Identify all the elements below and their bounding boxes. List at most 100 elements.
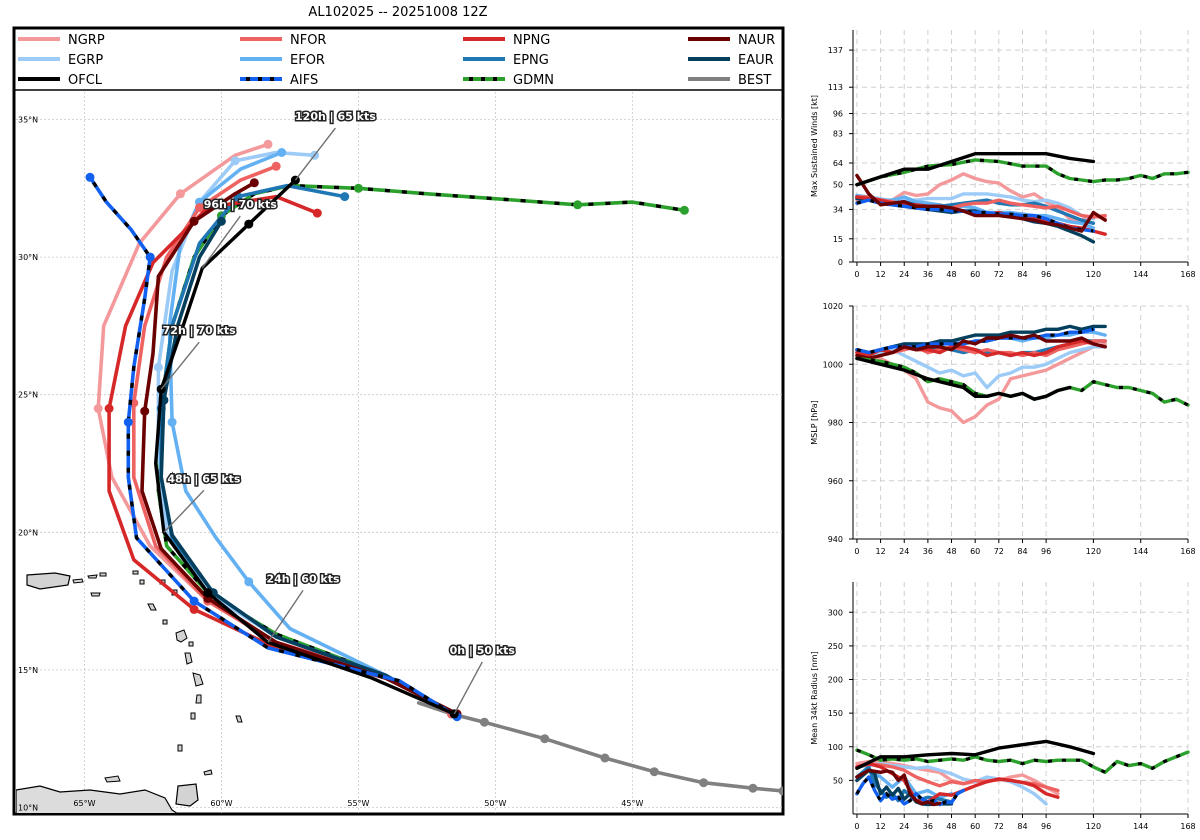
callout-ofcl-120h: 120h | 65 kts	[294, 109, 378, 181]
legend-entry-efor: EFOR	[240, 53, 325, 68]
track-point-best	[479, 717, 489, 727]
x-tick-label: 24	[899, 270, 909, 279]
legend-label-gdmn: GDMN	[513, 73, 554, 88]
track-point-efor	[277, 148, 287, 157]
legend-label-epng: EPNG	[513, 53, 549, 68]
series-eaur	[855, 768, 954, 807]
track-point-best	[600, 753, 610, 763]
pressure-panel: 0 12 24 36 48 60 72 84 96 120 144 168 940 960 980 1000 1…	[810, 302, 1196, 556]
track-point-efor	[244, 577, 254, 587]
track-point-nfor	[271, 161, 281, 171]
y-tick-label: 50	[833, 181, 843, 190]
legend-label-eaur: EAUR	[738, 53, 774, 68]
x-tick-label: 144	[1133, 822, 1148, 831]
x-tick-label: 12	[875, 547, 885, 556]
lon-tick-label: 65°W	[73, 799, 95, 808]
y-tick-label: 50	[833, 776, 843, 785]
lon-tick-label: 60°W	[210, 799, 232, 808]
y-tick-label: 34	[833, 205, 843, 214]
x-tick-label: 48	[946, 547, 956, 556]
series-dash-aifs	[856, 198, 1094, 233]
track-point-gdmn	[573, 200, 583, 210]
lat-tick-label: 30°N	[18, 253, 38, 262]
y-tick-label: 150	[828, 709, 843, 718]
island-st-martin	[139, 579, 145, 585]
track-point-npng	[189, 604, 199, 614]
legend-entry-ngrp: NGRP	[18, 33, 105, 48]
x-tick-label: 96	[1041, 547, 1051, 556]
legend-label-aifs: AIFS	[290, 73, 318, 88]
series-naur	[855, 768, 942, 807]
series-gdmn	[855, 158, 1190, 187]
legend-entry-nfor: NFOR	[240, 33, 326, 48]
track-point-ofcl	[244, 219, 254, 229]
callout-leader	[201, 215, 241, 269]
track-line-ofcl	[153, 178, 456, 716]
legend: NGRP EGRP OFCL NFOR EFOR AIFS NPNG EPNG GDMN NAUR…	[18, 33, 775, 88]
lat-tick-label: 15°N	[18, 666, 38, 675]
track-point-best	[778, 786, 783, 796]
series-naur	[855, 173, 1107, 233]
ofcl-callouts: 0h | 50 kts 24h | 60 kts 48h | 65 kts 72h |…	[160, 109, 517, 715]
y-tick-label: 1020	[823, 302, 843, 311]
legend-entry-egrp: EGRP	[18, 53, 103, 68]
x-tick-label: 168	[1180, 822, 1195, 831]
legend-entry-aifs: AIFS	[240, 73, 318, 88]
lat-tick-label: 20°N	[18, 528, 38, 537]
track-point-best	[699, 778, 709, 788]
x-tick-label: 168	[1180, 547, 1195, 556]
series-naur	[855, 333, 1107, 361]
x-tick-label: 36	[923, 547, 933, 556]
series-dash-gdmn	[856, 748, 1189, 775]
track-point-egrp	[153, 362, 163, 372]
legend-label-ofcl: OFCL	[68, 73, 103, 88]
x-tick-label: 120	[1086, 270, 1101, 279]
series-ofcl	[855, 739, 1096, 770]
x-tick-label: 0	[854, 270, 859, 279]
legend-label-best: BEST	[738, 73, 771, 88]
island-guadeloupe	[175, 629, 188, 643]
track-point-gdmn	[353, 183, 363, 193]
lon-tick-label: 50°W	[484, 799, 506, 808]
x-tick-label: 120	[1086, 547, 1101, 556]
legend-entry-naur: NAUR	[688, 33, 775, 48]
x-tick-label: 168	[1180, 270, 1195, 279]
x-tick-label: 24	[899, 822, 909, 831]
south-america-coast	[16, 785, 178, 813]
callout-leader	[453, 661, 483, 715]
track-point-ngrp	[263, 139, 273, 149]
callout-label: 24h | 60 kts	[266, 572, 340, 585]
legend-label-efor: EFOR	[290, 53, 325, 68]
y-tick-label: 113	[828, 83, 843, 92]
x-tick-label: 36	[923, 822, 933, 831]
lat-tick-label: 35°N	[18, 116, 38, 125]
legend-entry-npng: NPNG	[463, 33, 550, 48]
track-point-aifs	[123, 417, 133, 427]
x-tick-label: 72	[994, 822, 1004, 831]
y-tick-label: 83	[833, 130, 843, 139]
x-tick-label: 60	[970, 822, 980, 831]
callout-label: 96h | 70 kts	[204, 198, 278, 211]
y-tick-label: 64	[833, 159, 843, 168]
y-axis-label: Mean 34kt Radius [nm]	[810, 651, 819, 744]
legend-entry-epng: EPNG	[463, 53, 549, 68]
island-st-lucia	[195, 694, 202, 704]
y-tick-label: 960	[828, 477, 843, 486]
callout-ofcl-0h: 0h | 50 kts	[448, 642, 517, 715]
callout-label: 48h | 65 kts	[167, 472, 241, 485]
callout-leader	[160, 341, 200, 390]
track-line-eaur	[159, 219, 457, 716]
x-tick-label: 48	[946, 822, 956, 831]
map-gridlines	[16, 92, 783, 813]
intensity-panel: 0 12 24 36 48 60 72 84 96 120 144 168 0 15 34 50 64 83 96 1…	[810, 30, 1196, 279]
legend-label-npng: NPNG	[513, 33, 550, 48]
callout-label: 72h | 70 kts	[163, 324, 237, 337]
lat-tick-label: 10°N	[18, 803, 38, 812]
track-point-aifs	[145, 252, 155, 262]
track-point-egrp	[230, 156, 240, 166]
island-anguilla	[132, 570, 139, 575]
legend-label-ngrp: NGRP	[68, 33, 105, 48]
legend-entry-best: BEST	[688, 73, 771, 88]
y-tick-label: 300	[828, 608, 843, 617]
